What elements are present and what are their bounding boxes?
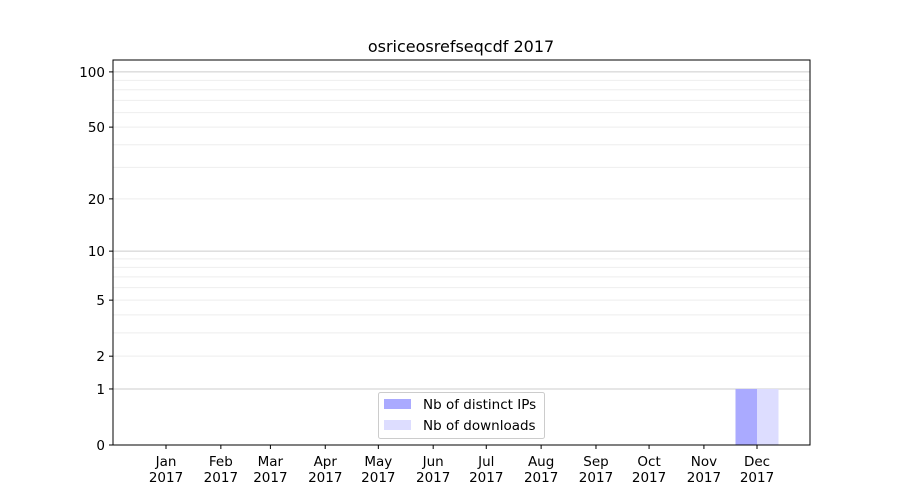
y-tick-label: 50	[88, 120, 105, 136]
x-tick-label-month: Feb	[209, 454, 233, 470]
grid	[113, 71, 810, 390]
x-tick-label-year: 2017	[361, 470, 395, 486]
bars	[735, 388, 779, 445]
x-tick-label-month: Mar	[258, 454, 284, 470]
x-tick-label-year: 2017	[524, 470, 558, 486]
x-tick-label-month: Oct	[637, 454, 660, 470]
bar-distinct-ips	[735, 388, 757, 445]
x-tick-label-year: 2017	[308, 470, 342, 486]
x-tick-label-month: May	[364, 454, 392, 470]
x-tick-label-month: Dec	[744, 454, 770, 470]
x-tick-label-month: Jan	[155, 454, 177, 470]
bar-downloads	[757, 388, 779, 445]
x-tick-label-year: 2017	[416, 470, 450, 486]
x-axis: Jan2017Feb2017Mar2017Apr2017May2017Jun20…	[149, 445, 774, 486]
legend: Nb of distinct IPs Nb of downloads	[378, 392, 545, 439]
x-tick-label-month: Sep	[583, 454, 608, 470]
x-tick-label-month: Apr	[314, 454, 338, 470]
x-tick-label-month: Jul	[477, 454, 494, 470]
legend-swatch-distinct-ips	[384, 399, 411, 409]
y-axis: 0 1 2 5 10 20 50 100	[79, 65, 113, 454]
x-tick-label-month: Jun	[422, 454, 444, 470]
y-tick-label: 5	[96, 293, 105, 309]
legend-label-distinct-ips: Nb of distinct IPs	[423, 397, 536, 413]
y-tick-label: 0	[96, 438, 105, 454]
x-tick-label-year: 2017	[469, 470, 503, 486]
y-tick-label: 1	[96, 382, 105, 398]
x-tick-label-year: 2017	[149, 470, 183, 486]
legend-swatch-downloads	[384, 420, 411, 430]
x-tick-label-year: 2017	[253, 470, 287, 486]
y-tick-label: 2	[96, 349, 105, 365]
x-tick-label-month: Aug	[528, 454, 554, 470]
x-tick-label-year: 2017	[687, 470, 721, 486]
x-tick-label-year: 2017	[632, 470, 666, 486]
x-tick-label-year: 2017	[740, 470, 774, 486]
y-tick-label: 100	[79, 65, 105, 81]
x-tick-label-month: Nov	[691, 454, 717, 470]
y-tick-label: 20	[88, 192, 105, 208]
x-tick-label-year: 2017	[579, 470, 613, 486]
chart-title: osriceosrefseqcdf 2017	[368, 37, 554, 56]
plot-frame	[112, 59, 811, 446]
x-tick-label-year: 2017	[204, 470, 238, 486]
y-tick-label: 10	[88, 244, 105, 260]
legend-box	[378, 392, 545, 439]
legend-label-downloads: Nb of downloads	[423, 418, 536, 434]
